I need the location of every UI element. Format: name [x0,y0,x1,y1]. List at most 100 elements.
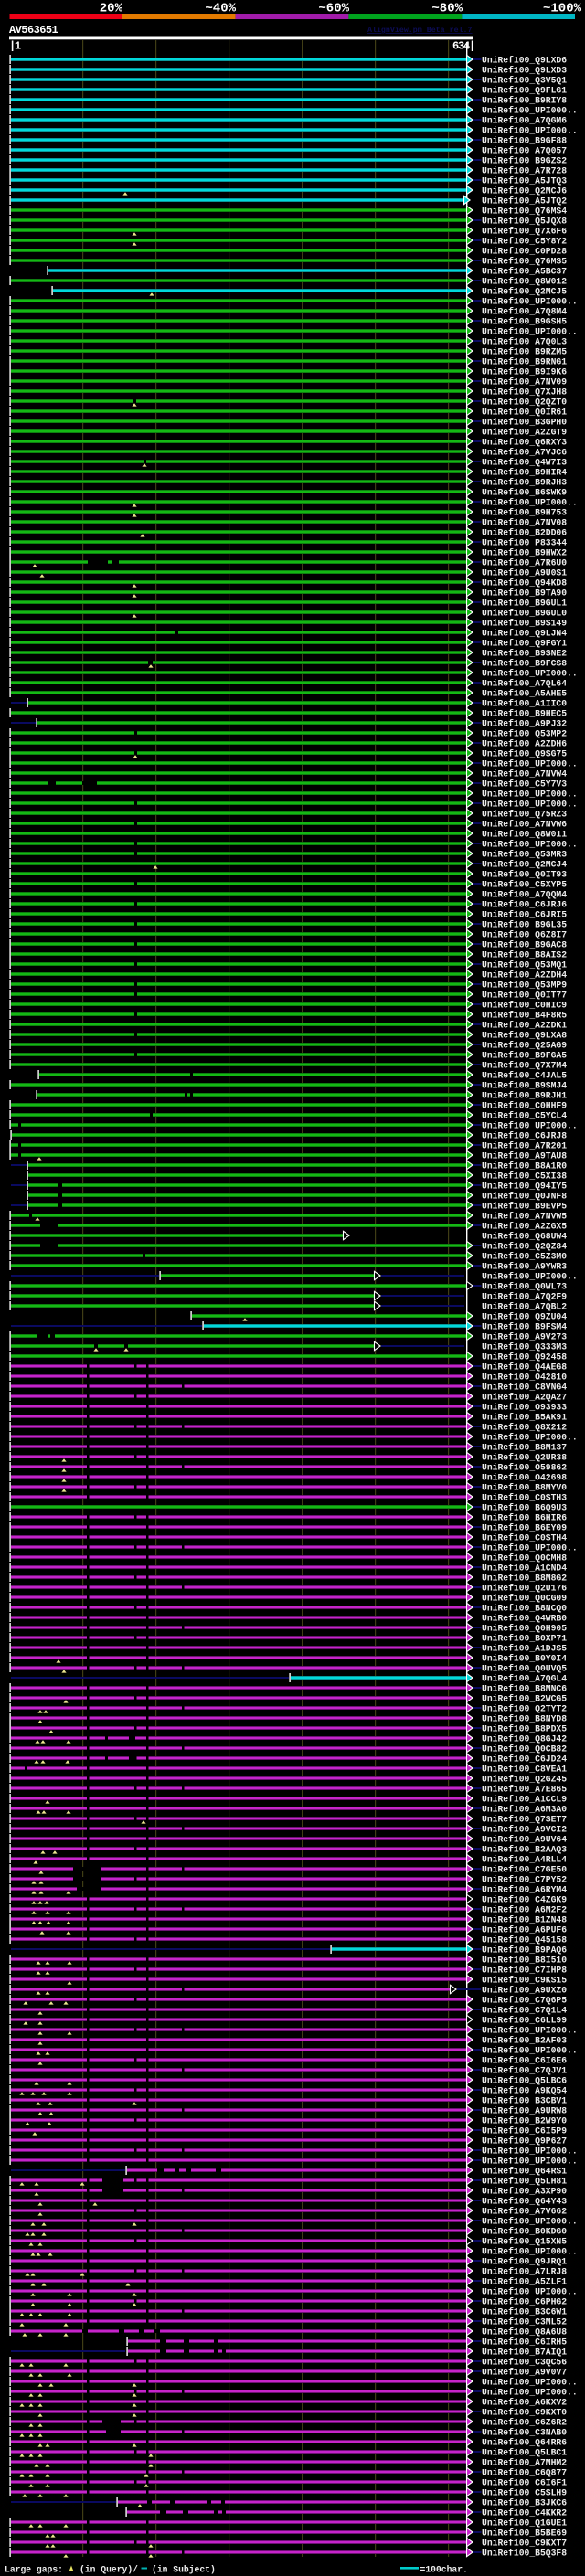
svg-text:UniRef100_Q45158: UniRef100_Q45158 [482,1935,567,1945]
svg-text:UniRef100_B2W9Y0: UniRef100_B2W9Y0 [482,2116,567,2126]
svg-text:UniRef100_C6Q877: UniRef100_C6Q877 [482,2468,567,2478]
svg-text:UniRef100_Q9LXA8: UniRef100_Q9LXA8 [482,1031,567,1041]
svg-text:UniRef100_C6LL99: UniRef100_C6LL99 [482,2016,567,2026]
svg-text:UniRef100_C6Z6R2: UniRef100_C6Z6R2 [482,2418,567,2428]
svg-text:UniRef100_C0STH4: UniRef100_C0STH4 [482,1533,567,1543]
svg-text:UniRef100_O42698: UniRef100_O42698 [482,1473,567,1483]
svg-text:UniRef100_Q1GUE1: UniRef100_Q1GUE1 [482,2518,567,2528]
svg-text:UniRef100_A1CCL9: UniRef100_A1CCL9 [482,1795,567,1805]
svg-text:UniRef100_A4RLL4: UniRef100_A4RLL4 [482,1855,567,1865]
svg-text:UniRef100_C5XYP5: UniRef100_C5XYP5 [482,880,567,890]
svg-text:UniRef100_UPI000..: UniRef100_UPI000.. [482,1433,578,1443]
svg-text:UniRef100_A9KQ54: UniRef100_A9KQ54 [482,2086,567,2096]
svg-text:UniRef100_A7Q0L3: UniRef100_A7Q0L3 [482,337,567,347]
svg-text:UniRef100_Q53MR3: UniRef100_Q53MR3 [482,850,567,860]
svg-text:UniRef100_B6SWK9: UniRef100_B6SWK9 [482,488,567,498]
svg-text:UniRef100_C5SLH9: UniRef100_C5SLH9 [482,2488,567,2498]
svg-text:UniRef100_Q9LXD3: UniRef100_Q9LXD3 [482,66,567,76]
svg-text:UniRef100_A7R201: UniRef100_A7R201 [482,1141,567,1151]
svg-text:UniRef100_B8AIS2: UniRef100_B8AIS2 [482,950,567,960]
svg-text:UniRef100_Q53MP2: UniRef100_Q53MP2 [482,729,567,739]
svg-text:|1: |1 [9,40,21,53]
svg-text:UniRef100_A9UV64: UniRef100_A9UV64 [482,1835,567,1845]
svg-text:UniRef100_A7NV09: UniRef100_A7NV09 [482,377,567,387]
svg-text:UniRef100_A9V0V7: UniRef100_A9V0V7 [482,2368,567,2378]
svg-text:UniRef100_A3XP90: UniRef100_A3XP90 [482,2187,567,2197]
svg-text:UniRef100_C6IRH5: UniRef100_C6IRH5 [482,2337,567,2348]
svg-text:UniRef100_B7AIQ1: UniRef100_B7AIQ1 [482,2348,567,2358]
svg-text:UniRef100_Q8A6U8: UniRef100_Q8A6U8 [482,2327,567,2337]
svg-text:UniRef100_B5AK91: UniRef100_B5AK91 [482,1413,567,1423]
svg-text:UniRef100_B8PDX5: UniRef100_B8PDX5 [482,1724,567,1734]
svg-text:UniRef100_C0PD28: UniRef100_C0PD28 [482,247,567,257]
svg-text:UniRef100_Q64RR6: UniRef100_Q64RR6 [482,2438,567,2448]
svg-text:UniRef100_A9YWR3: UniRef100_A9YWR3 [482,1262,567,1272]
svg-text:UniRef100_Q4W7I3: UniRef100_Q4W7I3 [482,458,567,468]
svg-text:UniRef100_B6Q9U3: UniRef100_B6Q9U3 [482,1503,567,1513]
svg-text:UniRef100_B8NYD8: UniRef100_B8NYD8 [482,1714,567,1724]
svg-text:~60%: ~60% [318,2,349,16]
svg-text:UniRef100_Q2TYT2: UniRef100_Q2TYT2 [482,1704,567,1714]
svg-text:UniRef100_UPI000..: UniRef100_UPI000.. [482,2147,578,2157]
svg-text:UniRef100_A7NVW4: UniRef100_A7NVW4 [482,769,567,779]
svg-text:UniRef100_A1DJS5: UniRef100_A1DJS5 [482,1644,567,1654]
svg-text:UniRef100_Q8GJ42: UniRef100_Q8GJ42 [482,1734,567,1744]
svg-text:(in Query)/: (in Query)/ [80,2565,138,2575]
svg-text:UniRef100_UPI000..: UniRef100_UPI000.. [482,2287,578,2297]
svg-text:UniRef100_UPI000..: UniRef100_UPI000.. [482,106,578,116]
svg-text:UniRef100_UPI000..: UniRef100_UPI000.. [482,2217,578,2227]
svg-text:UniRef100_A7NVW6: UniRef100_A7NVW6 [482,820,567,830]
svg-text:UniRef100_A1CND4: UniRef100_A1CND4 [482,1564,567,1574]
svg-text:UniRef100_O59862: UniRef100_O59862 [482,1463,567,1473]
svg-text:UniRef100_Q9JRQ1: UniRef100_Q9JRQ1 [482,2257,567,2267]
svg-text:UniRef100_O42810: UniRef100_O42810 [482,1373,567,1383]
svg-text:UniRef100_B9RJH1: UniRef100_B9RJH1 [482,1091,567,1101]
svg-text:UniRef100_B5Q3F8: UniRef100_B5Q3F8 [482,2549,567,2559]
svg-text:UniRef100_Q0CB82: UniRef100_Q0CB82 [482,1744,567,1754]
svg-text:UniRef100_Q5LBC6: UniRef100_Q5LBC6 [482,2076,567,2086]
svg-text:UniRef100_A6M3A0: UniRef100_A6M3A0 [482,1805,567,1815]
svg-text:UniRef100_B9HWX2: UniRef100_B9HWX2 [482,548,567,558]
svg-text:UniRef100_A7MHM2: UniRef100_A7MHM2 [482,2458,567,2468]
svg-text:UniRef100_B9I9K6: UniRef100_B9I9K6 [482,367,567,377]
svg-text:UniRef100_Q9FGY1: UniRef100_Q9FGY1 [482,639,567,649]
svg-text:UniRef100_C7Q6P5: UniRef100_C7Q6P5 [482,1996,567,2006]
svg-text:UniRef100_A5JTQ3: UniRef100_A5JTQ3 [482,176,567,186]
svg-text:634|: 634| [452,40,474,53]
svg-text:UniRef100_Q2GZ45: UniRef100_Q2GZ45 [482,1775,567,1785]
svg-text:UniRef100_Q5LBC1: UniRef100_Q5LBC1 [482,2448,567,2458]
svg-text:UniRef100_UPI000..: UniRef100_UPI000.. [482,498,578,508]
svg-text:UniRef100_C3NAB0: UniRef100_C3NAB0 [482,2428,567,2438]
svg-text:UniRef100_A5ZLF1: UniRef100_A5ZLF1 [482,2277,567,2287]
svg-text:UniRef100_B9GAC8: UniRef100_B9GAC8 [482,940,567,950]
svg-text:UniRef100_B8M137: UniRef100_B8M137 [482,1443,567,1453]
svg-text:UniRef100_Q2MCJ6: UniRef100_Q2MCJ6 [482,186,567,196]
svg-text:UniRef100_B8M8G2: UniRef100_B8M8G2 [482,1574,567,1584]
svg-text:UniRef100_UPI000..: UniRef100_UPI000.. [482,1121,578,1131]
svg-text:UniRef100_Q8W012: UniRef100_Q8W012 [482,277,567,287]
svg-text:UniRef100_UPI000..: UniRef100_UPI000.. [482,2026,578,2036]
svg-text:UniRef100_Q94IY5: UniRef100_Q94IY5 [482,1182,567,1192]
svg-text:UniRef100_Q5LH81: UniRef100_Q5LH81 [482,2177,567,2187]
svg-text:UniRef100_B1ZN48: UniRef100_B1ZN48 [482,1915,567,1925]
svg-text:UniRef100_B9RNG1: UniRef100_B9RNG1 [482,357,567,367]
svg-text:UniRef100_A2ZGX5: UniRef100_A2ZGX5 [482,1222,567,1232]
svg-text:UniRef100_B9SNE2: UniRef100_B9SNE2 [482,649,567,659]
svg-text:AlignView.pm Beta rel.7: AlignView.pm Beta rel.7 [367,26,473,35]
svg-text:UniRef100_B9H753: UniRef100_B9H753 [482,508,567,518]
svg-text:UniRef100_C0STH3: UniRef100_C0STH3 [482,1493,567,1503]
svg-text:UniRef100_C0HHF9: UniRef100_C0HHF9 [482,1101,567,1111]
svg-text:UniRef100_Q6Z8I7: UniRef100_Q6Z8I7 [482,930,567,940]
svg-text:UniRef100_B9FSM4: UniRef100_B9FSM4 [482,1322,567,1332]
svg-text:UniRef100_C5XI38: UniRef100_C5XI38 [482,1171,567,1182]
svg-text:UniRef100_A2ZGT9: UniRef100_A2ZGT9 [482,428,567,438]
svg-text:UniRef100_B8MYV0: UniRef100_B8MYV0 [482,1483,567,1493]
svg-text:UniRef100_UPI000..: UniRef100_UPI000.. [482,800,578,810]
svg-text:UniRef100_A6KXV2: UniRef100_A6KXV2 [482,2398,567,2408]
svg-text:UniRef100_Q7SET7: UniRef100_Q7SET7 [482,1815,567,1825]
svg-text:UniRef100_B3GPH0: UniRef100_B3GPH0 [482,418,567,428]
svg-text:UniRef100_A7QGL4: UniRef100_A7QGL4 [482,1674,567,1684]
svg-text:UniRef100_C5Y7V3: UniRef100_C5Y7V3 [482,779,567,790]
svg-text:UniRef100_A7R728: UniRef100_A7R728 [482,166,567,176]
svg-text:UniRef100_C7GE50: UniRef100_C7GE50 [482,1865,567,1875]
